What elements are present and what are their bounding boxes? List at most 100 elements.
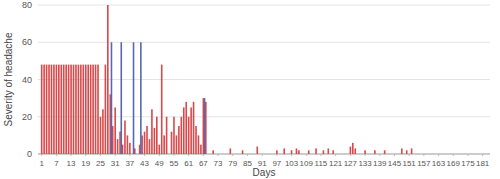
bar: [149, 139, 151, 154]
x-tick-label: 79: [228, 159, 237, 168]
x-tick: [365, 154, 366, 156]
bar: [265, 154, 267, 155]
bar: [435, 154, 437, 155]
bar: [62, 154, 64, 155]
x-tick: [203, 154, 204, 156]
bar: [334, 154, 336, 155]
bar: [103, 154, 105, 155]
bar: [412, 154, 414, 155]
x-tick-label: 157: [417, 159, 431, 168]
x-tick: [218, 154, 219, 156]
bar: [125, 154, 127, 155]
bar: [269, 154, 271, 155]
bar: [96, 154, 98, 155]
bar: [457, 154, 459, 155]
bar: [51, 65, 53, 154]
bar: [283, 148, 285, 154]
bar: [83, 65, 85, 154]
bar: [455, 154, 457, 155]
bar: [313, 154, 315, 155]
bar: [101, 154, 103, 155]
x-tick-label: 121: [329, 159, 343, 168]
bar: [459, 154, 461, 155]
bar: [367, 154, 369, 155]
bar: [201, 154, 203, 155]
bar: [117, 139, 119, 154]
bar: [394, 154, 396, 155]
bar: [238, 154, 240, 155]
bar: [233, 154, 235, 155]
x-tick-label: 37: [125, 159, 134, 168]
bar: [68, 65, 70, 154]
x-tick-label: 1: [39, 159, 44, 168]
bar: [56, 65, 58, 154]
x-tick: [467, 154, 468, 156]
x-tick: [350, 154, 351, 156]
x-tick-label: 139: [373, 159, 387, 168]
x-tick: [129, 154, 130, 156]
bar: [267, 154, 269, 155]
bar: [249, 154, 251, 155]
bar: [424, 154, 426, 155]
bar: [347, 154, 349, 155]
bar: [370, 154, 372, 155]
bar: [339, 154, 341, 155]
bar: [348, 154, 350, 155]
bar: [440, 154, 442, 155]
bar: [286, 154, 288, 155]
x-tick: [85, 154, 86, 156]
bar: [426, 154, 428, 155]
bar: [108, 154, 110, 155]
bar: [406, 150, 408, 154]
bar: [173, 117, 175, 154]
bar: [155, 154, 157, 155]
bar: [277, 154, 279, 155]
bar: [145, 154, 147, 155]
bar: [356, 154, 358, 155]
bar: [326, 154, 328, 155]
x-tick-label: 67: [199, 159, 208, 168]
bar: [275, 154, 277, 155]
bar: [133, 42, 135, 154]
bar: [468, 154, 470, 155]
bar: [70, 65, 72, 154]
bar: [177, 154, 179, 155]
bar: [377, 154, 379, 155]
bar: [176, 135, 178, 154]
bar: [102, 109, 104, 154]
bar: [274, 154, 276, 155]
bar: [374, 150, 376, 154]
bar: [297, 154, 299, 155]
bar: [325, 154, 327, 155]
bar: [183, 107, 185, 154]
bar: [114, 107, 116, 154]
bar: [342, 154, 344, 155]
bar: [59, 154, 61, 155]
bar: [403, 154, 405, 155]
bar: [290, 154, 292, 155]
bar: [218, 154, 220, 155]
bar: [372, 154, 374, 155]
bar: [156, 117, 158, 154]
bar: [392, 154, 394, 155]
bar: [345, 154, 347, 155]
bar: [282, 154, 284, 155]
bar: [310, 154, 312, 155]
bar: [237, 154, 239, 155]
bar: [41, 65, 43, 154]
bar: [461, 154, 463, 155]
bar: [227, 154, 229, 155]
bar: [127, 135, 129, 154]
bar: [390, 154, 392, 155]
bar: [433, 154, 435, 155]
bar: [373, 154, 375, 155]
bar: [323, 150, 325, 154]
bar: [239, 154, 241, 155]
x-tick: [482, 154, 483, 156]
x-tick: [335, 154, 336, 156]
x-tick: [453, 154, 454, 156]
bar: [470, 154, 472, 155]
bar: [69, 154, 71, 155]
x-tick-label: 7: [54, 159, 59, 168]
bar: [243, 154, 245, 155]
